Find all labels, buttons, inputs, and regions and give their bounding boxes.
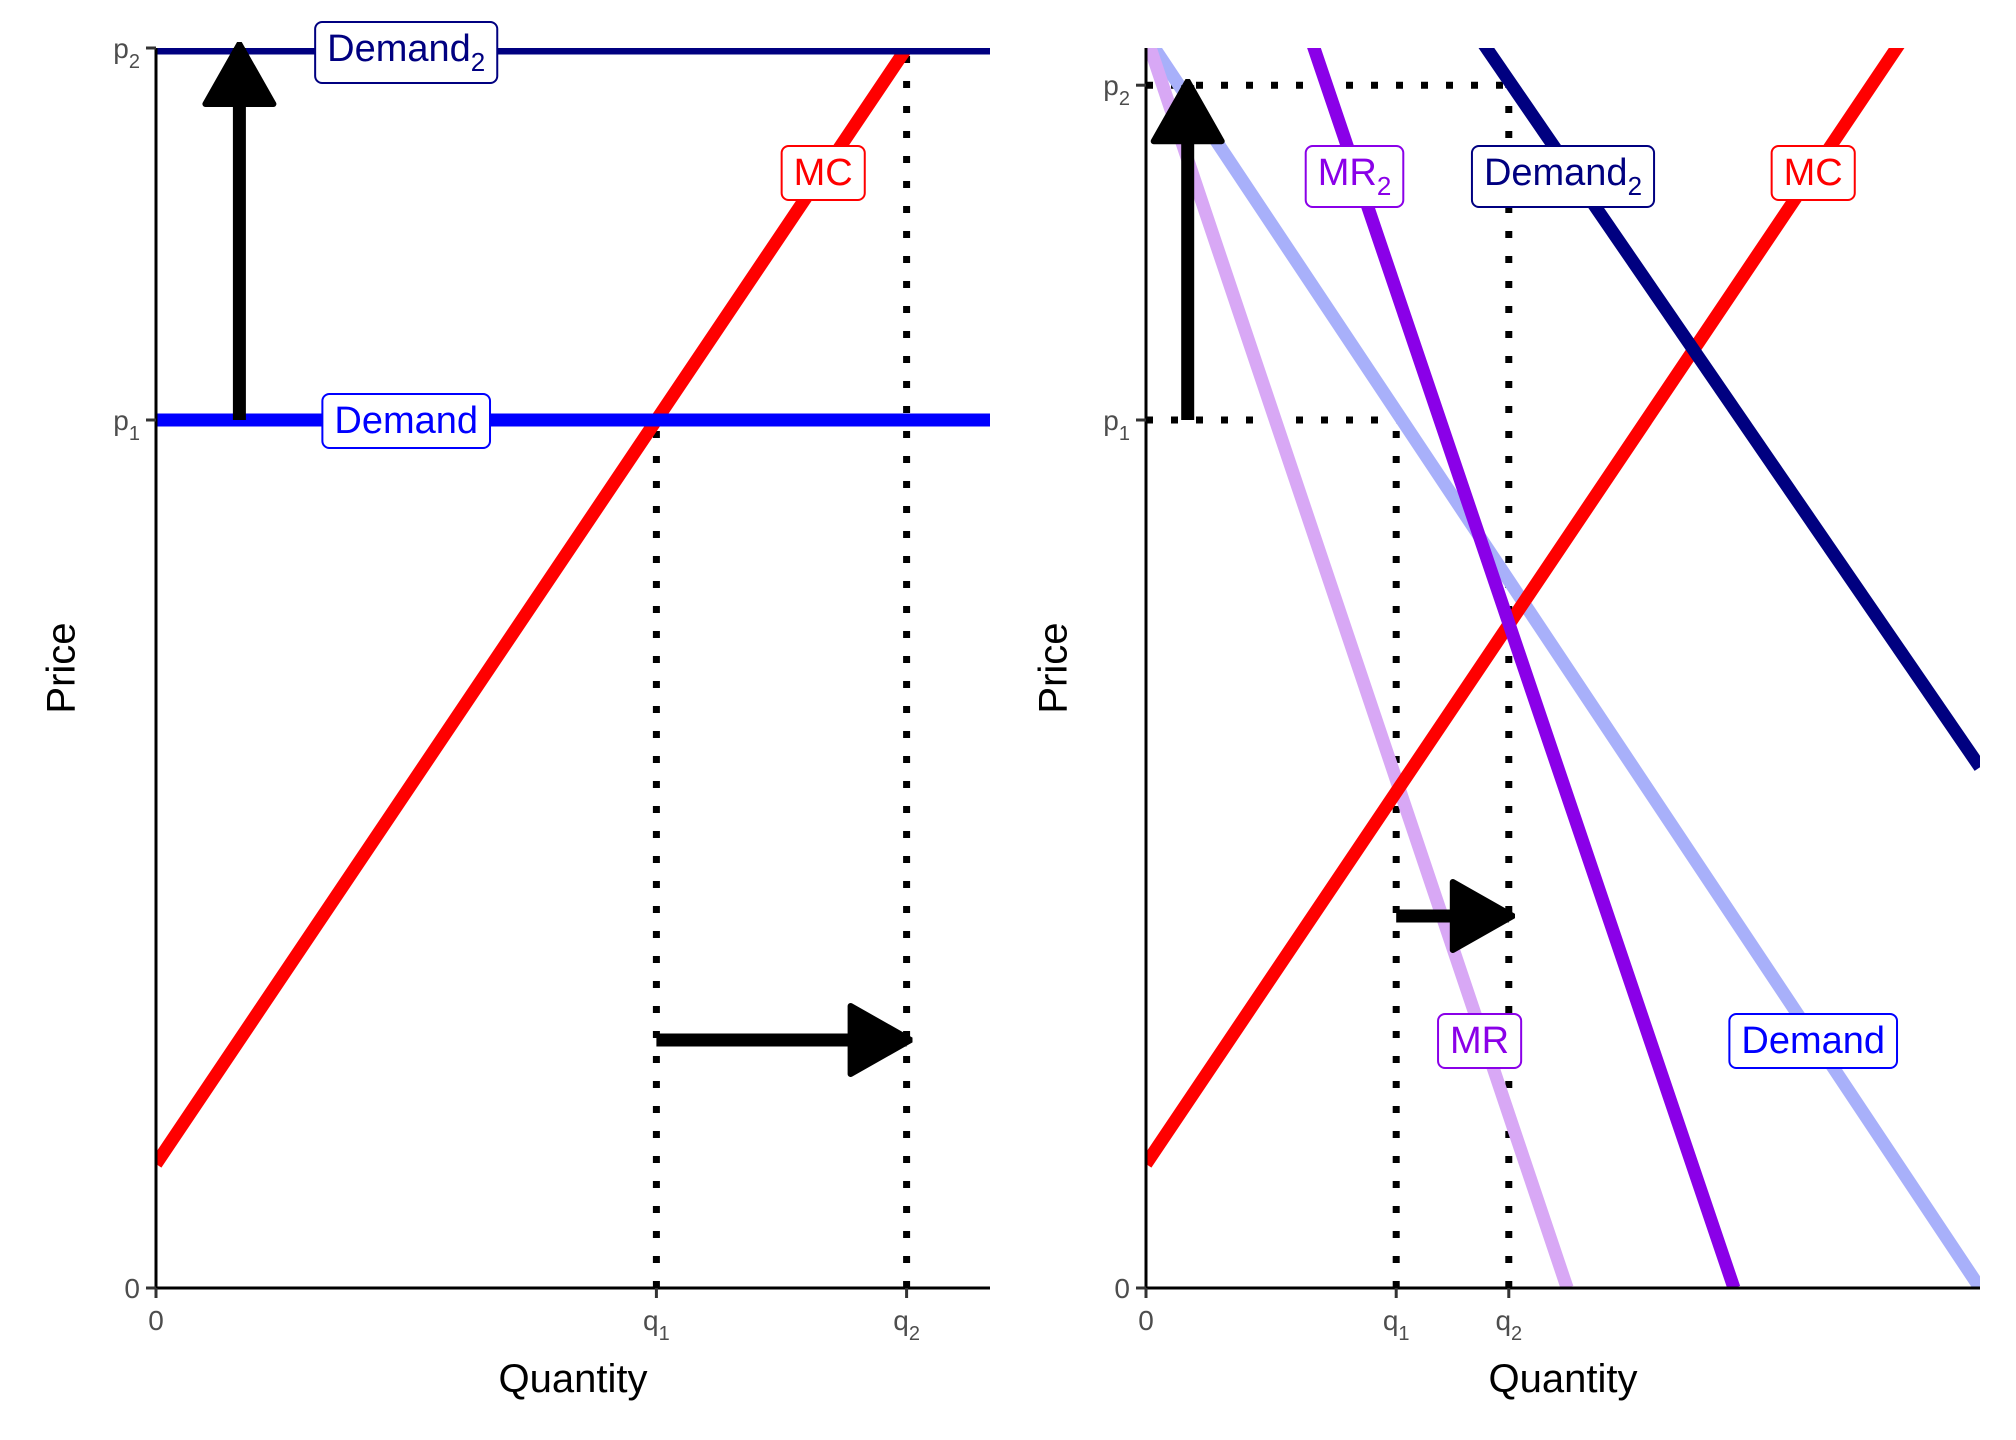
curve-label-box	[1728, 1013, 1899, 1069]
curve-label-box	[1304, 145, 1405, 208]
curve-label-text: Demand	[334, 400, 478, 442]
mr-2-curve	[1307, 48, 1741, 1288]
curve-label-text: Demand2	[1484, 152, 1642, 201]
curve-label-box	[1437, 1013, 1523, 1069]
curve-label-box	[321, 393, 492, 449]
curve-label: MC	[1770, 145, 1856, 201]
x-tick-label: 0	[148, 1305, 164, 1336]
y-tick-label: p1	[1103, 405, 1130, 445]
x-tick-label: q2	[893, 1305, 920, 1345]
curve-label: MC	[780, 145, 866, 201]
curve-label-box	[1770, 145, 1856, 201]
curve-label: Demand2	[314, 21, 499, 84]
curve-label: Demand2	[1470, 145, 1656, 208]
y-tick-label: p2	[113, 33, 140, 73]
y-tick-label: p1	[113, 405, 140, 445]
mc-curve	[156, 48, 915, 1168]
curve-label-box	[314, 21, 499, 84]
curve-label-box	[780, 145, 866, 201]
curves	[156, 48, 990, 1168]
x-axis-title: Quantity	[1489, 1357, 1638, 1401]
curve-label-text: MC	[794, 152, 853, 194]
curve-label: Demand	[321, 393, 492, 449]
y-tick-label: 0	[1114, 1273, 1130, 1304]
mc-curve	[1146, 48, 1905, 1168]
x-tick-label: q1	[1383, 1305, 1410, 1345]
x-tick-label: 0	[1138, 1305, 1154, 1336]
curve-label-text: MR2	[1318, 152, 1392, 201]
curve-label-text: Demand	[1741, 1020, 1885, 1062]
left-panel: 0 p1 p2 0 q1 q2 Quantity Price Demand2 MC Demand	[40, 21, 990, 1401]
curve-label: MR	[1437, 1013, 1523, 1069]
curve-label: Demand	[1728, 1013, 1899, 1069]
y-axis-title: Price	[40, 622, 84, 713]
curve-label: MR2	[1304, 145, 1405, 208]
y-tick-label: p2	[1103, 70, 1130, 110]
curve-label-box	[1470, 145, 1656, 208]
curve-label-text: MR	[1450, 1020, 1509, 1062]
demand-curve	[1146, 48, 1980, 1288]
curve-label-text: MC	[1784, 152, 1843, 194]
y-axis-title: Price	[1032, 622, 1076, 713]
x-tick-label: q2	[1495, 1305, 1522, 1345]
mr-curve	[1146, 48, 1574, 1288]
right-panel: 0 p1 p2 0 q1 q2 Quantity Price MR2 Demand2 MC MR Dem…	[1032, 48, 1980, 1401]
curve-label-text: Demand2	[327, 28, 485, 77]
x-axis-title: Quantity	[499, 1357, 648, 1401]
x-tick-label: q1	[643, 1305, 670, 1345]
y-tick-label: 0	[124, 1273, 140, 1304]
